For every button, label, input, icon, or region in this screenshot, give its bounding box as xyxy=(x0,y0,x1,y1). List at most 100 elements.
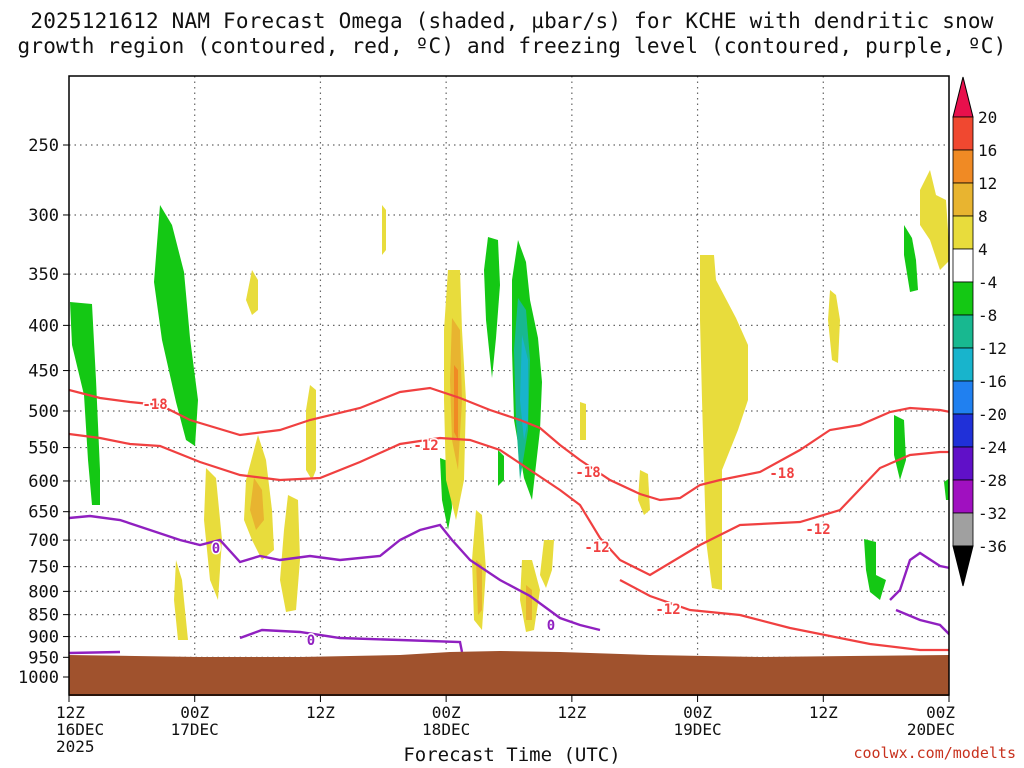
colorbar-label: -8 xyxy=(978,306,997,325)
x-tick-label: 17DEC xyxy=(171,720,219,739)
y-tick-label: 900 xyxy=(28,628,59,648)
colorbar-label: -4 xyxy=(978,273,997,292)
colorbar-swatch xyxy=(952,314,974,349)
y-tick-label: 700 xyxy=(28,531,59,551)
freezing-level-contour-line xyxy=(69,514,601,632)
contour-labels: -18 -12 -18 -12 -12 -18 -12 0 0 0 xyxy=(141,396,832,651)
omega-area xyxy=(476,560,482,615)
omega-area xyxy=(246,270,258,315)
temperature-contour-label: -12 xyxy=(413,438,438,454)
x-tick-label: 12Z xyxy=(56,703,85,722)
temperature-contour-line xyxy=(69,386,949,502)
omega-area xyxy=(454,365,458,440)
x-tick-label: 12Z xyxy=(557,703,586,722)
colorbar-swatch xyxy=(952,413,974,448)
colorbar-swatch xyxy=(952,512,974,547)
colorbar-label: -28 xyxy=(978,471,1007,490)
colorbar-swatch xyxy=(952,215,974,250)
omega-area xyxy=(920,170,949,270)
colorbar-label: -16 xyxy=(978,372,1007,391)
omega-fields xyxy=(69,170,949,696)
y-tick-label: 550 xyxy=(28,439,59,459)
omega-area xyxy=(154,205,198,446)
x-tick-label: 18DEC xyxy=(422,720,470,739)
colorbar-swatch xyxy=(952,347,974,382)
colorbar-label: 16 xyxy=(978,141,997,160)
colorbar-swatch xyxy=(952,182,974,217)
plot-frame xyxy=(68,75,950,696)
omega-area xyxy=(382,205,386,255)
y-tick-label: 250 xyxy=(28,136,59,156)
colorbar-label: -32 xyxy=(978,504,1007,523)
y-tick-label: 300 xyxy=(28,206,59,226)
x-tick-label: 00Z xyxy=(432,703,461,722)
colorbar-swatch xyxy=(952,248,974,283)
x-tick-label: 00Z xyxy=(683,703,712,722)
chart-title-line-1: 2025121612 NAM Forecast Omega (shaded, µ… xyxy=(30,9,994,33)
y-tick-label: 1000 xyxy=(18,668,59,688)
x-tick-label: 19DEC xyxy=(673,720,721,739)
site-credit: coolwx.com/modelts xyxy=(853,744,1016,762)
omega-area xyxy=(700,255,748,590)
temperature-contour-label: -18 xyxy=(769,466,794,482)
y-tick-label: 650 xyxy=(28,503,59,523)
y-tick-label: 450 xyxy=(28,362,59,382)
terrain-fill xyxy=(69,651,949,696)
colorbar-top-arrow xyxy=(952,76,974,118)
temperature-contour-label: -18 xyxy=(142,397,167,413)
colorbar-label: 8 xyxy=(978,207,988,226)
omega-area xyxy=(526,585,532,620)
omega-area xyxy=(70,302,100,505)
y-tick-label: 400 xyxy=(28,316,59,336)
colorbar-swatch xyxy=(952,446,974,481)
colorbar-label: -20 xyxy=(978,405,1007,424)
chart-title-line-2: growth region (contoured, red, ºC) and f… xyxy=(17,34,1007,58)
omega-area xyxy=(580,402,586,440)
freezing-level-contour-line xyxy=(239,628,464,653)
temperature-contour-label: -18 xyxy=(575,465,600,481)
colorbar-label: 20 xyxy=(978,108,997,127)
colorbar-swatch xyxy=(952,479,974,514)
freezing-level-contour-line xyxy=(889,551,949,601)
omega-area xyxy=(540,540,554,588)
y-tick-label: 500 xyxy=(28,402,59,422)
omega-area xyxy=(250,478,264,530)
omega-area xyxy=(904,225,918,292)
y-axis: 2503003504004505005506006507007508008509… xyxy=(18,136,69,688)
y-tick-label: 950 xyxy=(28,648,59,668)
y-tick-label: 350 xyxy=(28,265,59,285)
colorbar-label: -24 xyxy=(978,438,1007,457)
colorbar-swatch xyxy=(952,281,974,316)
omega-area xyxy=(280,495,300,612)
grid-lines xyxy=(69,76,949,695)
colorbar-swatch xyxy=(952,149,974,184)
y-tick-label: 800 xyxy=(28,582,59,602)
x-tick-label: 20DEC xyxy=(907,720,955,739)
temperature-contour-label: -12 xyxy=(805,522,830,538)
omega-area xyxy=(484,237,500,378)
y-tick-label: 750 xyxy=(28,558,59,578)
omega-area xyxy=(894,415,906,480)
temperature-contour-line xyxy=(69,432,949,577)
colorbar-swatch xyxy=(952,380,974,415)
temperature-contour-label: -12 xyxy=(655,602,680,618)
x-tick-label: 12Z xyxy=(306,703,335,722)
omega-area xyxy=(828,290,840,363)
x-tick-label: 12Z xyxy=(809,703,838,722)
x-tick-label: 2025 xyxy=(56,737,95,756)
x-axis-title: Forecast Time (UTC) xyxy=(403,744,621,766)
omega-area xyxy=(174,560,188,640)
freezing-level-contour-line xyxy=(69,650,121,655)
colorbar-label: 12 xyxy=(978,174,997,193)
x-tick-label: 00Z xyxy=(926,703,955,722)
freezing-level-label: 0 xyxy=(307,633,315,649)
freezing-level-label: 0 xyxy=(547,618,555,634)
y-tick-label: 850 xyxy=(28,606,59,626)
omega-area xyxy=(864,539,886,600)
colorbar: 20 16 12 8 4 -4 -8 -12 -16 -20 -24 -28 -32 -36 xyxy=(952,76,1007,587)
x-tick-label: 00Z xyxy=(180,703,209,722)
omega-area xyxy=(520,335,528,440)
colorbar-label: -12 xyxy=(978,339,1007,358)
colorbar-label: 4 xyxy=(978,240,988,259)
